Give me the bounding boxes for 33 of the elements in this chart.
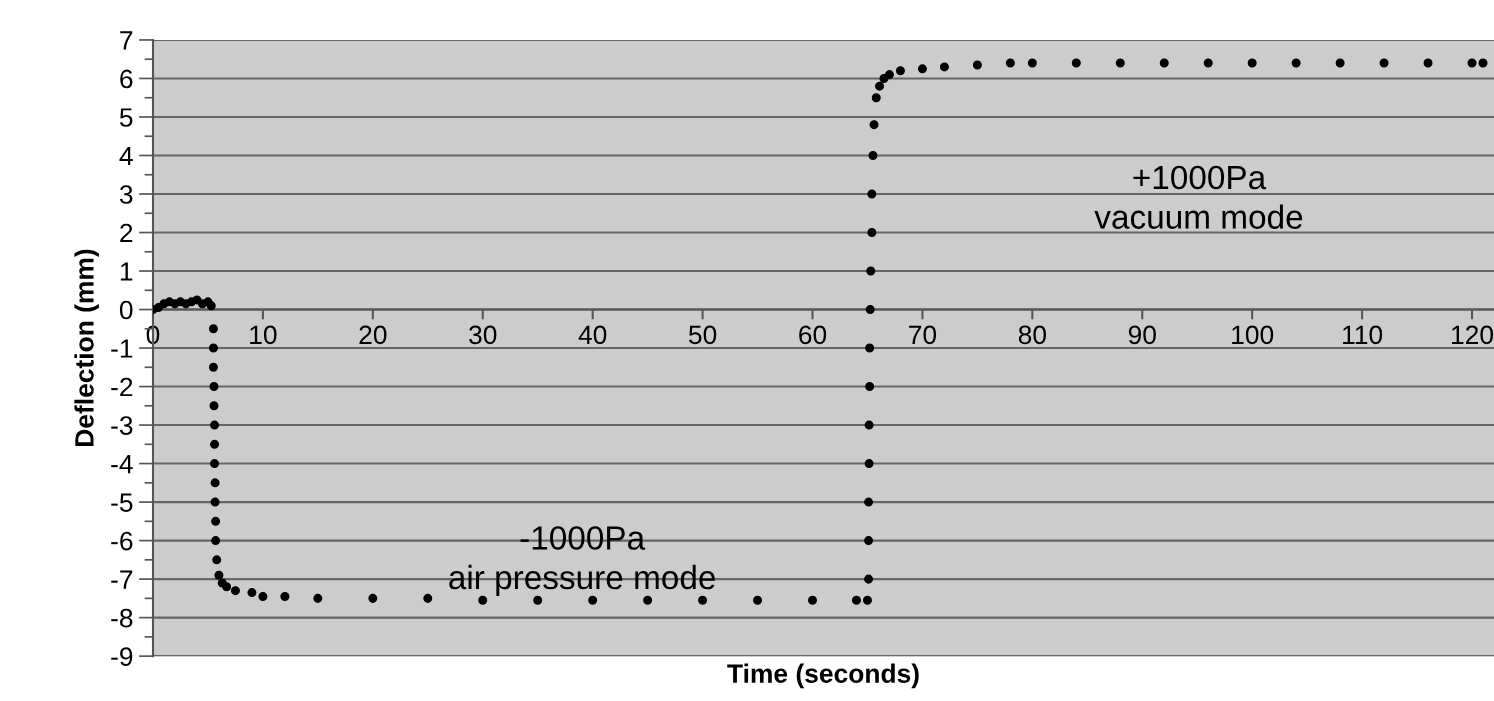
annotation: -1000Pa air pressure mode <box>449 526 715 596</box>
x-tick-label: 100 <box>1232 325 1274 345</box>
y-tick-label: -8 <box>111 608 133 628</box>
y-tick-label: -1 <box>111 339 133 358</box>
x-tick-label: 40 <box>578 325 607 345</box>
y-tick-label: -6 <box>111 531 133 551</box>
x-tick-label: 60 <box>799 325 827 345</box>
y-tick-label: 5 <box>119 108 133 127</box>
x-tick-label: 90 <box>1128 325 1156 345</box>
y-tick-label: -5 <box>111 493 133 512</box>
y-tick-label: 7 <box>120 31 133 50</box>
y-tick-label: -7 <box>111 570 133 589</box>
x-tick-label: 120 <box>1452 325 1493 345</box>
y-tick-label: -2 <box>111 377 133 397</box>
y-tick-label: 1 <box>120 262 133 281</box>
y-tick-label: -3 <box>111 416 133 435</box>
y-tick-label: 6 <box>120 69 133 89</box>
x-axis-title: Time (seconds) <box>727 663 919 689</box>
x-tick-label: 10 <box>250 325 277 345</box>
y-tick-label: -4 <box>111 454 133 474</box>
x-tick-label: 50 <box>688 325 717 345</box>
y-tick-label: 3 <box>119 185 133 204</box>
y-tick-label: 4 <box>119 146 133 166</box>
x-tick-label: 70 <box>909 325 937 345</box>
x-tick-label: 30 <box>469 325 497 345</box>
x-tick-label: 20 <box>359 325 387 345</box>
annotation: +1000Pa vacuum mode <box>1094 165 1303 229</box>
y-axis-title: Deflection (mm) <box>74 249 99 446</box>
y-tick-label: 2 <box>120 223 133 243</box>
x-tick-label: 110 <box>1343 325 1383 345</box>
y-tick-label: 0 <box>119 300 133 320</box>
y-tick-label: -9 <box>111 647 133 666</box>
x-tick-label: 80 <box>1018 325 1046 345</box>
